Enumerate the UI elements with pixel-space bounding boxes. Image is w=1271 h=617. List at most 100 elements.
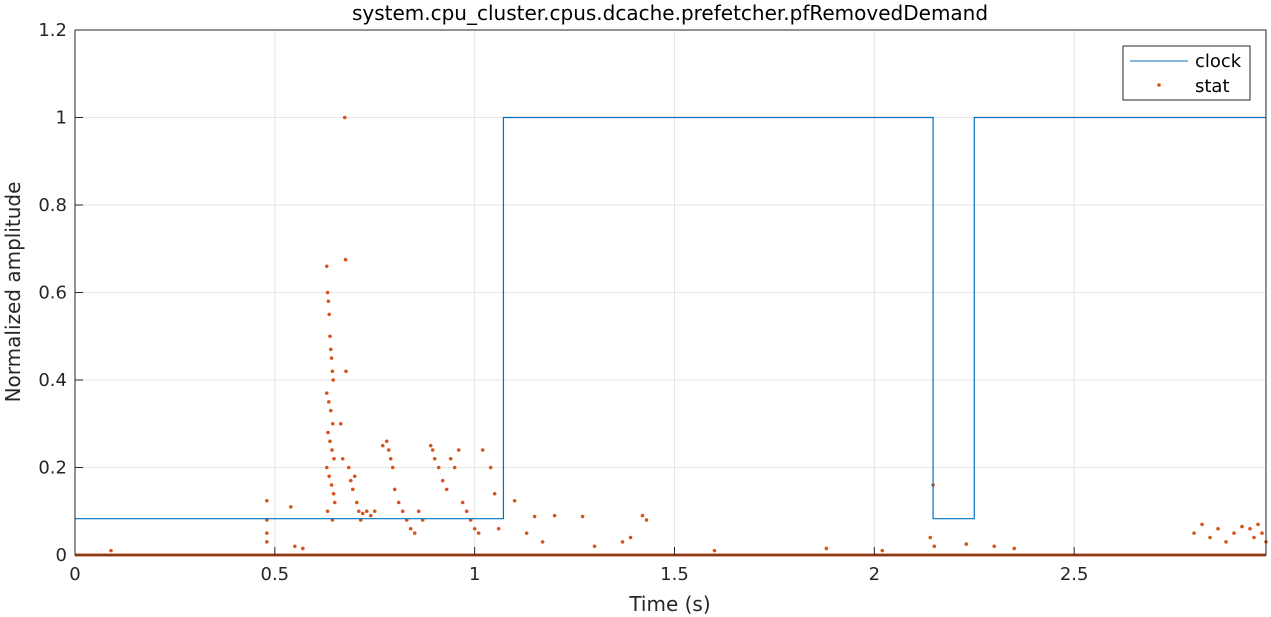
stat-point [329, 483, 334, 487]
stat-point [452, 465, 457, 470]
stat-point [472, 526, 477, 531]
stat-point [265, 540, 269, 544]
x-tick-label: 2.5 [1060, 564, 1089, 585]
stat-point [386, 448, 391, 452]
y-tick-label: 0 [56, 545, 67, 566]
stat-point [1208, 535, 1212, 540]
stat-point [326, 430, 330, 435]
stat-point [1252, 535, 1256, 540]
ticks: 0 0.5 1 1.5 2 2.5 0 0.2 0.4 0.6 0.8 1 1.2 [38, 20, 1088, 585]
stat-point [331, 491, 336, 496]
y-tick-label: 0.2 [38, 458, 67, 479]
stat-point [448, 456, 453, 461]
stat-point [372, 509, 377, 514]
stat-point [1192, 531, 1196, 535]
stat-point [328, 347, 333, 352]
stat-point [327, 474, 331, 479]
stat-point [328, 439, 332, 444]
stat-point [932, 544, 937, 549]
legend: clock stat [1122, 45, 1251, 101]
stat-point [390, 465, 395, 470]
x-tick-label: 0 [69, 564, 80, 585]
x-tick-label: 2 [869, 564, 880, 585]
stat-point [456, 448, 461, 452]
stat-point [364, 509, 369, 514]
stat-point [1256, 522, 1260, 527]
stat-point [348, 478, 353, 483]
y-tick-label: 0.6 [38, 283, 67, 304]
stat-point [644, 518, 649, 522]
stat-point [620, 540, 625, 544]
stat-point [408, 526, 413, 531]
stat-point [444, 487, 449, 492]
stat-point [332, 500, 337, 505]
stat-point [301, 546, 305, 551]
stat-point [343, 257, 348, 262]
stat-point [460, 500, 465, 505]
stat-point [1012, 546, 1017, 551]
stat-point [324, 465, 329, 470]
stat-point [325, 509, 330, 514]
legend-stat-swatch [1157, 83, 1161, 87]
stat-point [496, 526, 501, 531]
stat-point [592, 544, 597, 549]
stat-point [326, 400, 331, 404]
stat-point [428, 443, 433, 448]
stat-point [340, 456, 345, 461]
stat-point [265, 531, 269, 535]
stat-point [354, 500, 359, 505]
stat-point [476, 531, 481, 535]
stat-point [464, 509, 469, 514]
stat-point [964, 542, 969, 546]
chart-title: system.cpu_cluster.cpus.dcache.prefetche… [352, 1, 988, 25]
stat-point [384, 439, 389, 444]
stat-point [992, 544, 997, 549]
stat-point [325, 290, 330, 295]
stat-point [1224, 540, 1228, 544]
stat-point [329, 356, 334, 360]
stat-point [412, 531, 417, 535]
stat-point [324, 391, 329, 395]
y-tick-label: 1.2 [38, 20, 67, 41]
stat-point [580, 514, 585, 519]
x-tick-label: 1 [469, 564, 480, 585]
stat-point [328, 334, 332, 339]
stat-point [344, 369, 348, 374]
stat-point [432, 456, 437, 461]
stat-point [330, 421, 335, 426]
stat-point [328, 408, 333, 413]
stat-point [327, 312, 331, 317]
stat-point [628, 535, 633, 540]
stat-point [492, 491, 497, 496]
clock-series-line [75, 116, 1266, 520]
y-tick-label: 0.8 [38, 195, 67, 216]
stat-point [1240, 524, 1244, 529]
stat-point [524, 531, 529, 535]
stat-point [928, 535, 933, 540]
legend-box [1122, 45, 1251, 101]
legend-stat-label: stat [1195, 76, 1230, 97]
stat-point [324, 264, 329, 269]
stat-point [552, 513, 557, 518]
y-tick-label: 0.4 [38, 370, 67, 391]
stat-point [352, 474, 357, 479]
stat-point [380, 443, 385, 448]
stat-point [440, 478, 445, 483]
stat-point [330, 448, 334, 452]
x-tick-label: 1.5 [660, 564, 689, 585]
stat-point [532, 514, 537, 519]
stat-point [640, 513, 645, 518]
stat-point [1216, 526, 1220, 531]
stat-point [824, 546, 829, 551]
stat-point [540, 540, 545, 544]
stat-point [480, 448, 485, 452]
stat-point [350, 487, 355, 492]
stat-point [880, 548, 885, 553]
y-tick-label: 1 [56, 108, 67, 129]
stat-point [360, 511, 365, 516]
stat-point [332, 456, 336, 461]
stat-point [330, 369, 335, 374]
stat-point [289, 505, 293, 509]
stat-point [109, 548, 113, 553]
